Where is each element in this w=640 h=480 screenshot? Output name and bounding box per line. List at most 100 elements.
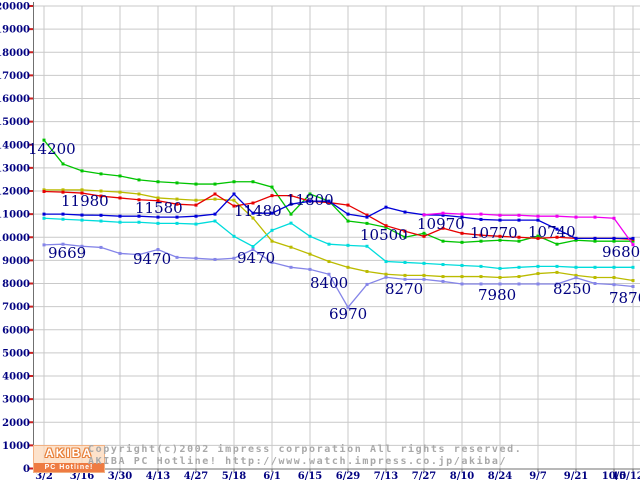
green-line-marker [460, 240, 464, 244]
y-axis-red-tick [28, 28, 33, 31]
blue-line-marker [137, 214, 141, 218]
x-tick-label: 6/15 [298, 471, 323, 480]
y-tick-label: 11000 [0, 210, 30, 221]
y-tick-label: 5000 [2, 348, 30, 359]
periwinkle-line-marker [175, 255, 179, 259]
y-tick-label: 0 [23, 464, 30, 475]
cyan-line-marker [175, 221, 179, 225]
cyan-line-marker [555, 264, 559, 268]
cyan-line-marker [460, 263, 464, 267]
magenta-line-marker [593, 215, 597, 219]
olive-line-marker [289, 245, 293, 249]
magenta-line-marker [441, 211, 445, 215]
cyan-line-marker [384, 260, 388, 264]
cyan-line-marker [80, 218, 84, 222]
red-line-marker [80, 191, 84, 195]
olive-line-marker [422, 273, 426, 277]
green-line-marker [80, 169, 84, 173]
red-line-marker [156, 199, 160, 203]
price-annotation: 14200 [28, 140, 76, 158]
cyan-line-marker [631, 265, 635, 269]
cyan-line-marker [289, 221, 293, 225]
green-line-marker [593, 239, 597, 243]
periwinkle-line-marker [99, 245, 103, 249]
y-axis-red-tick [28, 213, 33, 216]
periwinkle-line-marker [270, 260, 274, 264]
x-tick-label: 5/18 [222, 471, 247, 480]
olive-line-marker [308, 252, 312, 256]
red-line-marker [194, 203, 198, 207]
price-annotation: 10500 [360, 226, 408, 244]
y-axis-red-tick [28, 97, 33, 100]
y-axis-red-tick [28, 236, 33, 239]
y-tick-label: 9000 [2, 256, 30, 267]
green-line-marker [346, 219, 350, 223]
blue-line-marker [42, 212, 46, 216]
periwinkle-line-marker [517, 282, 521, 286]
periwinkle-line-marker [593, 282, 597, 285]
y-axis-red-tick [28, 328, 33, 331]
cyan-line-marker [365, 244, 369, 248]
logo-subtitle: PC Hotline! [34, 463, 104, 472]
x-tick-label: 9/7 [529, 471, 547, 480]
y-axis-red-tick [28, 375, 33, 377]
olive-line-marker [479, 275, 483, 279]
magenta-line-marker [631, 243, 635, 247]
green-line-marker [422, 231, 426, 235]
price-annotation: 11800 [286, 191, 334, 209]
site-url-text: AKIBA PC Hotline! http://www.watch.impre… [88, 456, 508, 467]
red-line-marker [441, 226, 445, 230]
blue-line [44, 193, 633, 240]
red-line-marker [137, 198, 141, 202]
olive-line-marker [156, 196, 160, 200]
x-tick-label: 10/12 [612, 471, 640, 480]
y-tick-label: 1000 [2, 441, 30, 452]
olive-line-marker [460, 275, 464, 279]
red-line-marker [384, 224, 388, 228]
olive-line-marker [327, 260, 331, 264]
periwinkle-line-marker [365, 282, 369, 286]
olive-line-marker [346, 265, 350, 269]
periwinkle-line-marker [232, 256, 236, 260]
x-tick-label: 7/27 [412, 471, 437, 480]
price-annotation: 9680 [602, 243, 640, 261]
copyright-text: Copyright(c)2002 impress corporation All… [88, 444, 523, 455]
blue-line-marker [61, 212, 65, 216]
periwinkle-line-marker [574, 276, 578, 280]
olive-line-marker [631, 278, 635, 282]
y-tick-label: 19000 [0, 25, 30, 36]
periwinkle-line-marker [346, 305, 350, 309]
price-annotation: 8250 [553, 280, 591, 298]
red-line-marker [175, 202, 179, 206]
blue-line-marker [517, 218, 521, 222]
periwinkle-line-marker [194, 256, 198, 260]
green-line-marker [137, 178, 141, 182]
blue-line-marker [536, 218, 540, 222]
y-axis-red-tick [28, 444, 33, 447]
x-tick-label: 6/29 [336, 471, 361, 480]
green-line-marker [232, 180, 236, 184]
cyan-line-marker [403, 260, 407, 264]
y-tick-label: 8000 [2, 279, 30, 290]
blue-line-marker [403, 210, 407, 214]
cyan-line-marker [517, 265, 521, 269]
olive-line-marker [270, 239, 274, 243]
cyan-line-marker [118, 220, 122, 224]
cyan-line-marker [61, 217, 65, 221]
price-annotation: 10770 [470, 224, 518, 242]
blue-line-marker [555, 227, 559, 231]
green-line-marker [42, 138, 46, 142]
periwinkle-line-marker [251, 248, 255, 252]
green-line-marker [194, 182, 198, 186]
cyan-line-marker [213, 219, 217, 223]
red-line-marker [251, 201, 255, 205]
cyan-line-marker [422, 261, 426, 265]
y-tick-label: 15000 [0, 117, 30, 128]
y-tick-label: 2000 [2, 418, 30, 429]
periwinkle-line-marker [441, 279, 445, 283]
y-tick-label: 7000 [2, 302, 30, 313]
cyan-line-marker [327, 242, 331, 246]
green-line-marker [213, 182, 217, 186]
green-line-marker [251, 180, 255, 184]
blue-line-marker [612, 236, 616, 240]
